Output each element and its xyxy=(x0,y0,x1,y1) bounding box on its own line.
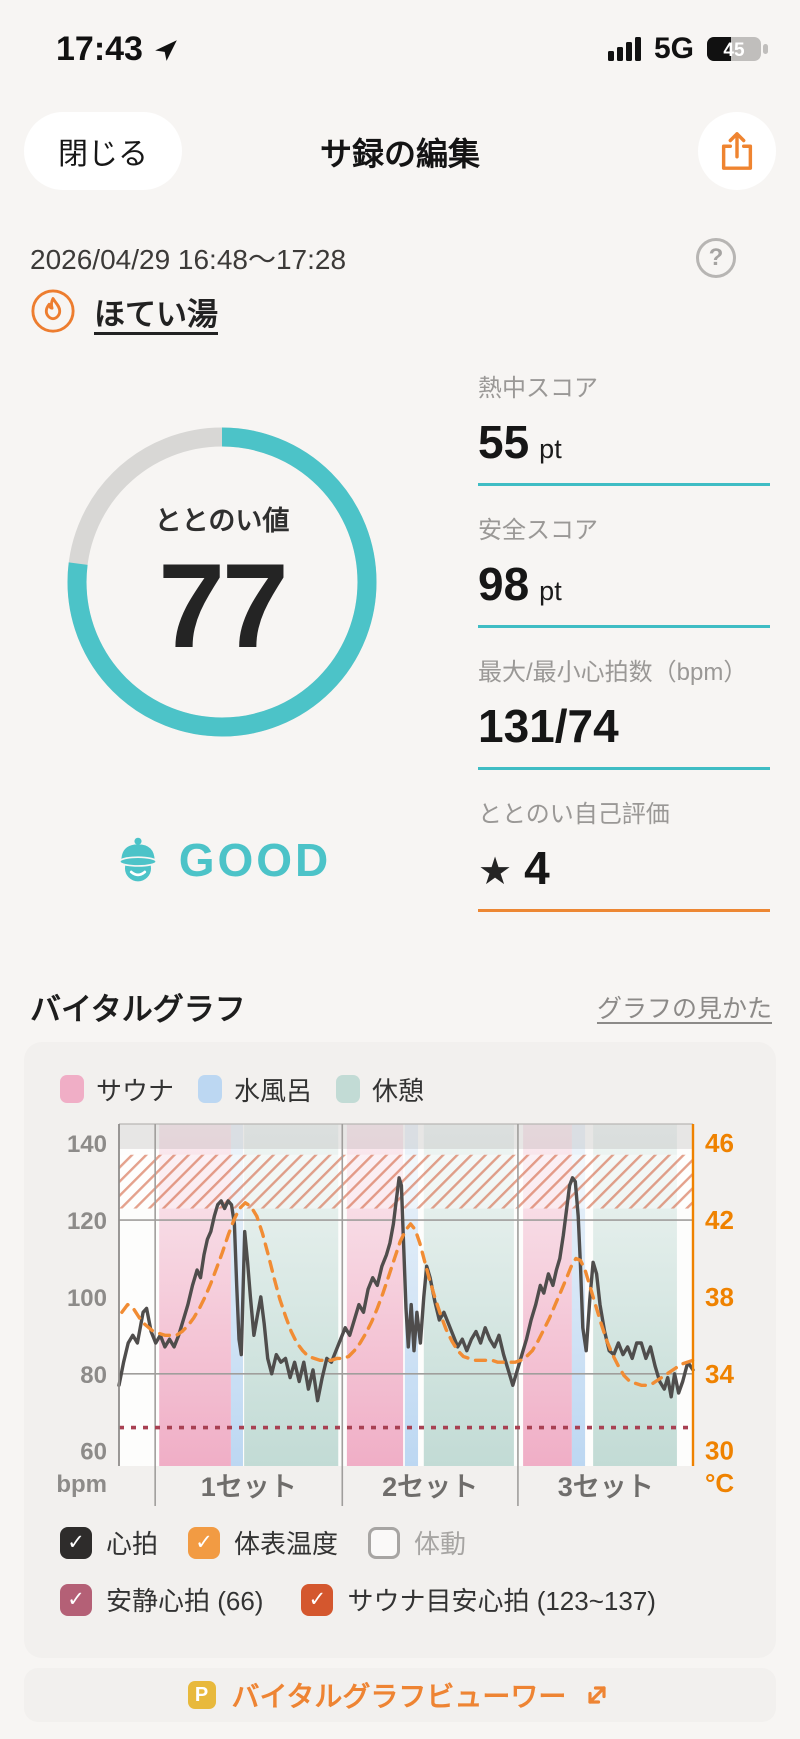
chart-toggles-row-2: ✓ 安静心拍 (66) ✓ サウナ目安心拍 (123~137) xyxy=(60,1581,756,1618)
checkbox-checked-icon[interactable]: ✓ xyxy=(60,1526,92,1559)
score-safety: 安全スコア 98 pt xyxy=(478,510,770,628)
legend-item-water: 水風呂 xyxy=(198,1071,312,1108)
vital-graph-card: サウナ 水風呂 休憩 140 120 100 80 60 bpm 46 42 38 34 30 °C 1セッ… xyxy=(24,1042,776,1658)
svg-text:38: 38 xyxy=(705,1282,734,1312)
svg-text:42: 42 xyxy=(705,1205,734,1235)
battery-icon: 45 xyxy=(707,37,768,61)
sauna-hat-face-icon xyxy=(118,837,157,882)
checkbox-checked-icon[interactable]: ✓ xyxy=(60,1583,92,1616)
vital-chart: 140 120 100 80 60 bpm 46 42 38 34 30°C 1セット 2セット 3セット xyxy=(56,1123,734,1506)
totonoi-gauge: ととのい値 77 xyxy=(52,412,392,752)
svg-text:60: 60 xyxy=(80,1439,107,1466)
expand-icon xyxy=(588,1686,607,1704)
graph-help-link[interactable]: グラフの見かた xyxy=(596,994,772,1023)
checkbox-checked-icon[interactable]: ✓ xyxy=(301,1583,334,1616)
svg-text:120: 120 xyxy=(67,1208,107,1235)
svg-text:30: 30 xyxy=(705,1436,734,1466)
score-heat: 熱中スコア 55 pt xyxy=(478,368,770,486)
checkbox-checked-icon[interactable]: ✓ xyxy=(188,1526,221,1559)
toggle-label: 心拍 xyxy=(106,1529,159,1559)
score-label: ととのい自己評価 xyxy=(478,801,670,828)
share-icon xyxy=(721,132,753,170)
svg-text:34: 34 xyxy=(705,1359,734,1389)
session-datetime: 2026/04/29 16:48〜17:28 xyxy=(30,244,347,275)
chart-legend: サウナ 水風呂 休憩 xyxy=(60,1074,756,1106)
star-icon: ★ xyxy=(478,851,513,893)
score-list: 熱中スコア 55 pt 安全スコア 98 pt 最大/最小心拍数（bpm） 131/… xyxy=(478,368,770,936)
svg-text:46: 46 xyxy=(705,1128,734,1158)
toggle-label: 体動 xyxy=(414,1529,467,1559)
sauna-swatch xyxy=(60,1075,84,1103)
legend-label: 水風呂 xyxy=(234,1075,313,1106)
score-self-rating[interactable]: ととのい自己評価 ★ 4 xyxy=(478,794,770,912)
score-value: 98 xyxy=(478,558,530,610)
venue-row[interactable]: ほてい湯 xyxy=(30,288,218,334)
location-arrow-icon xyxy=(155,39,177,61)
toggle-2[interactable]: ✓ 体表温度 xyxy=(188,1524,338,1561)
status-bar: 17:43 5G 45 xyxy=(0,26,800,74)
svg-text:bpm: bpm xyxy=(56,1471,107,1498)
score-value: 131/74 xyxy=(478,700,619,752)
viewer-label: バイタルグラフビューワー xyxy=(231,1681,567,1712)
network-type: 5G xyxy=(653,32,694,65)
toggle-1[interactable]: ✓ 心拍 xyxy=(60,1524,158,1561)
svg-text:100: 100 xyxy=(67,1285,107,1312)
toggle-label: サウナ目安心拍 (123~137) xyxy=(347,1586,656,1616)
help-button[interactable]: ? xyxy=(696,238,736,278)
header: 閉じる サ録の編集 xyxy=(0,112,800,192)
score-unit: pt xyxy=(539,434,562,464)
toggle-label: 安静心拍 (66) xyxy=(106,1586,264,1616)
legend-item-sauna: サウナ xyxy=(60,1071,174,1108)
venue-name[interactable]: ほてい湯 xyxy=(94,296,218,332)
gauge-rating-row: GOOD xyxy=(52,833,392,887)
toggle-label: 体表温度 xyxy=(234,1529,339,1559)
water-swatch xyxy=(198,1075,223,1103)
gauge-rating: GOOD xyxy=(178,834,332,886)
signal-bars-icon xyxy=(607,37,641,61)
svg-text:3セット: 3セット xyxy=(558,1472,654,1502)
score-label: 最大/最小心拍数（bpm） xyxy=(478,659,748,686)
svg-text:80: 80 xyxy=(80,1362,107,1389)
score-label: 安全スコア xyxy=(478,517,598,544)
score-value: 4 xyxy=(524,842,550,894)
rest-swatch xyxy=(336,1075,361,1103)
vital-graph-header: バイタルグラフ グラフの見かた xyxy=(30,984,772,1029)
chart-toggles-row-1: ✓ 心拍 ✓ 体表温度 体動 xyxy=(60,1524,756,1561)
score-unit: pt xyxy=(539,576,562,606)
legend-label: 休憩 xyxy=(372,1075,425,1106)
gauge-ring xyxy=(67,427,377,737)
legend-item-rest: 休憩 xyxy=(336,1071,424,1108)
section-title: バイタルグラフ xyxy=(30,992,246,1027)
score-value: 55 xyxy=(478,416,530,468)
question-icon: ? xyxy=(708,244,724,271)
flame-icon xyxy=(31,289,75,333)
gauge-label: ととのい値 xyxy=(154,505,290,536)
premium-badge: P xyxy=(187,1681,216,1709)
battery-percent: 45 xyxy=(723,40,745,61)
svg-text:140: 140 xyxy=(67,1131,107,1158)
clock: 17:43 xyxy=(56,30,143,68)
svg-text:°C: °C xyxy=(705,1468,734,1498)
toggle-5[interactable]: ✓ サウナ目安心拍 (123~137) xyxy=(301,1581,656,1618)
session-date-row: 2026/04/29 16:48〜17:28 ? xyxy=(30,238,770,278)
gauge-value: 77 xyxy=(158,538,288,673)
score-heart-rate: 最大/最小心拍数（bpm） 131/74 xyxy=(478,652,770,770)
svg-text:1セット: 1セット xyxy=(201,1472,297,1502)
page-title: サ録の編集 xyxy=(319,136,481,172)
checkbox-unchecked-icon[interactable] xyxy=(368,1526,401,1559)
close-button[interactable]: 閉じる xyxy=(24,112,182,190)
toggle-4[interactable]: ✓ 安静心拍 (66) xyxy=(60,1581,263,1618)
vital-graph-viewer-button[interactable]: P バイタルグラフビューワー xyxy=(24,1668,776,1722)
share-button[interactable] xyxy=(698,112,776,190)
toggle-3[interactable]: 体動 xyxy=(368,1524,466,1561)
legend-label: サウナ xyxy=(96,1075,175,1106)
svg-text:2セット: 2セット xyxy=(382,1472,478,1502)
score-label: 熱中スコア xyxy=(478,375,598,402)
